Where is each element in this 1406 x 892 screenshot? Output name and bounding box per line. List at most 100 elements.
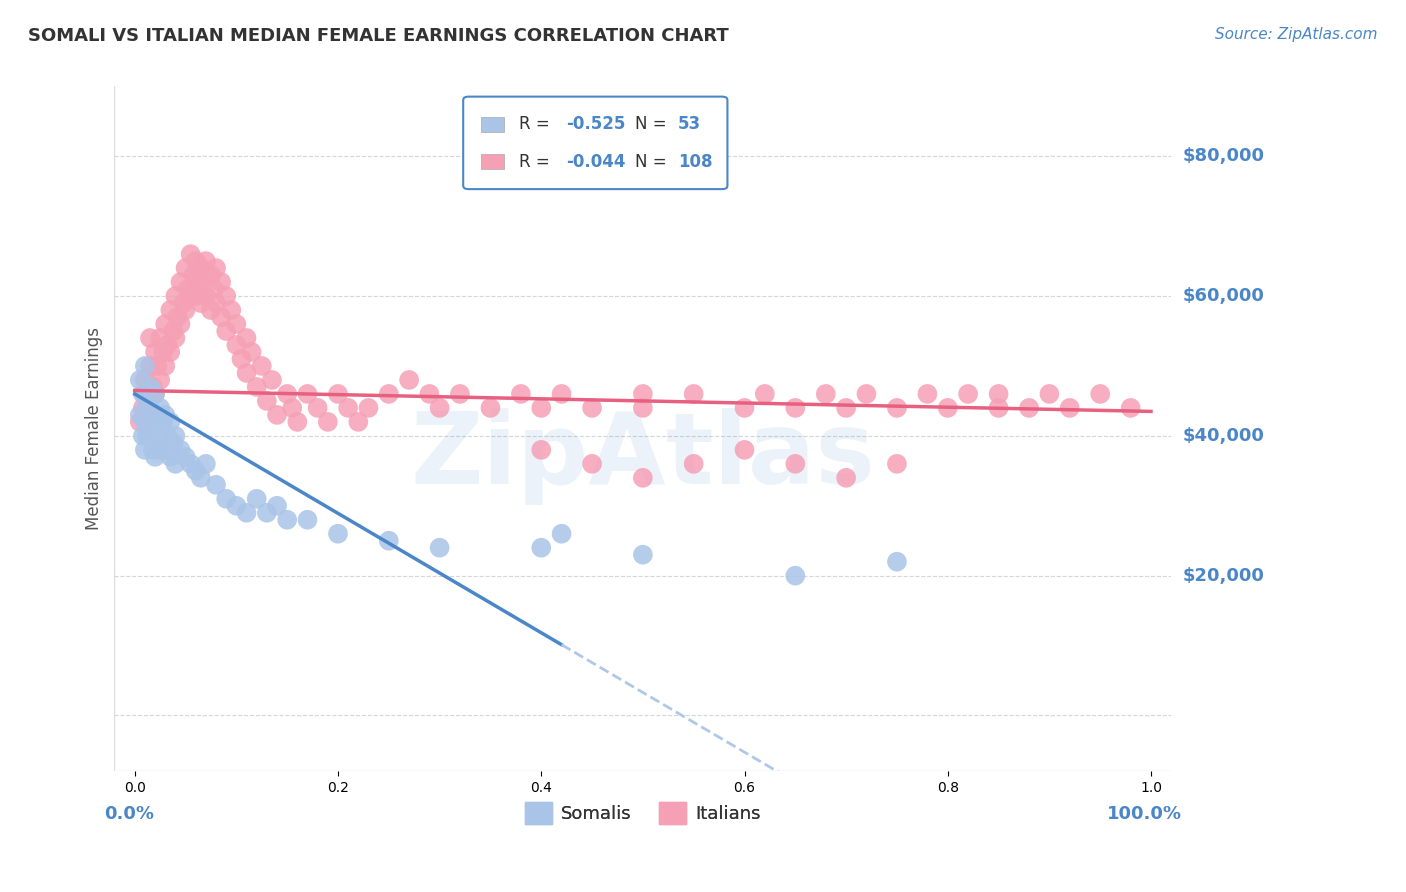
Y-axis label: Median Female Earnings: Median Female Earnings [86,327,103,531]
Point [143,450,166,464]
Point [530,541,553,555]
Point [134,442,156,457]
Point [215,324,238,338]
Point [550,387,572,401]
Point [142,408,165,422]
Text: 0.0%: 0.0% [104,805,153,823]
Text: N =: N = [636,115,672,133]
Point [184,254,207,268]
Point [169,442,191,457]
Point [139,331,162,345]
Point [156,338,179,352]
Point [378,387,401,401]
Point [855,387,877,401]
Text: 53: 53 [678,115,700,133]
Point [134,373,156,387]
Point [209,275,232,289]
Point [326,526,349,541]
Point [510,387,533,401]
Point [132,429,155,443]
Point [146,359,169,373]
Point [429,541,451,555]
Point [316,415,339,429]
Point [183,268,205,282]
Point [205,261,228,276]
Point [378,533,401,548]
Point [174,303,197,318]
Point [235,366,257,380]
Bar [481,117,505,132]
Point [215,289,238,303]
Point [886,401,908,415]
Text: Source: ZipAtlas.com: Source: ZipAtlas.com [1215,27,1378,42]
Point [166,310,188,324]
Point [835,401,858,415]
Point [225,317,247,331]
Point [266,408,288,422]
Point [139,401,162,415]
Point [987,387,1010,401]
Point [149,331,172,345]
Point [530,442,553,457]
Point [886,555,908,569]
Point [165,289,187,303]
Point [149,442,172,457]
Point [200,303,222,318]
Point [581,457,603,471]
Point [200,268,222,282]
Point [240,345,263,359]
Text: SOMALI VS ITALIAN MEDIAN FEMALE EARNINGS CORRELATION CHART: SOMALI VS ITALIAN MEDIAN FEMALE EARNINGS… [28,27,728,45]
Point [180,289,202,303]
Point [266,499,288,513]
Point [143,345,166,359]
Point [631,471,654,485]
Point [785,401,807,415]
Point [225,338,247,352]
Point [231,351,253,366]
Text: -0.044: -0.044 [565,153,626,170]
Point [936,401,959,415]
Point [987,401,1010,415]
Point [225,499,247,513]
Point [530,401,553,415]
Point [205,478,228,492]
Point [550,526,572,541]
Point [159,345,181,359]
Point [1090,387,1112,401]
Point [193,275,215,289]
Point [155,408,177,422]
Text: -0.525: -0.525 [565,115,626,133]
Text: R =: R = [519,115,555,133]
Point [631,401,654,415]
Point [297,387,319,401]
Point [128,408,150,422]
Point [128,373,150,387]
Point [187,275,209,289]
Point [165,429,187,443]
Point [159,303,181,318]
Point [917,387,939,401]
Point [246,380,269,394]
Point [398,373,420,387]
Point [162,324,184,338]
Text: $60,000: $60,000 [1182,287,1264,305]
Point [276,387,298,401]
Point [209,310,232,324]
Text: ZipAtlas: ZipAtlas [411,408,876,505]
Point [835,471,858,485]
Point [149,373,172,387]
Point [139,429,162,443]
Point [250,359,273,373]
Point [165,457,187,471]
Point [326,387,349,401]
Point [139,359,162,373]
Text: $40,000: $40,000 [1182,427,1264,445]
Point [297,513,319,527]
Text: 100.0%: 100.0% [1107,805,1182,823]
Point [281,401,304,415]
Point [194,289,217,303]
Point [202,282,225,296]
Point [1038,387,1060,401]
Point [136,387,159,401]
Point [128,415,150,429]
